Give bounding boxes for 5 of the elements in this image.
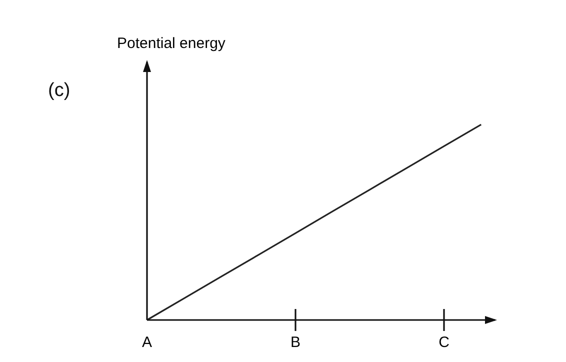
y-axis-title: Potential energy [117, 35, 226, 52]
x-tick-label: B [290, 334, 301, 351]
x-tick-label: C [438, 334, 450, 351]
x-tick-label: A [142, 334, 152, 351]
text: (c) [48, 80, 70, 101]
